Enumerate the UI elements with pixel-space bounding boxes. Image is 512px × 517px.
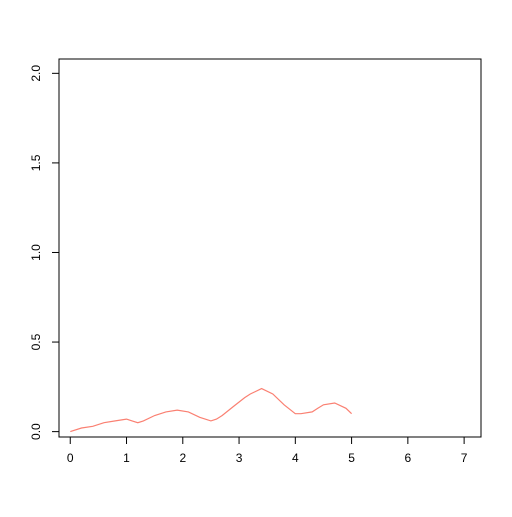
x-axis: 0 1 2 3 4 5 6 7 — [67, 437, 468, 465]
series-layer — [70, 387, 353, 433]
x-tick-label: 0 — [67, 451, 74, 465]
x-tick-label: 5 — [348, 451, 355, 465]
x-tick-label: 4 — [292, 451, 299, 465]
y-axis: 0.0 0.5 1.0 1.5 2.0 — [29, 65, 59, 440]
series-line-0 — [70, 387, 353, 433]
x-tick-label: 2 — [179, 451, 186, 465]
x-tick-label: 6 — [405, 451, 412, 465]
x-tick-label: 7 — [461, 451, 468, 465]
y-tick-label: 1.0 — [29, 244, 43, 261]
y-tick-label: 2.0 — [29, 65, 43, 82]
x-tick-label: 1 — [123, 451, 130, 465]
y-tick-label: 1.5 — [29, 154, 43, 171]
x-tick-label: 3 — [236, 451, 243, 465]
plot-border — [58, 58, 482, 438]
y-tick-label: 0.0 — [29, 423, 43, 440]
y-tick-label: 0.5 — [29, 333, 43, 350]
